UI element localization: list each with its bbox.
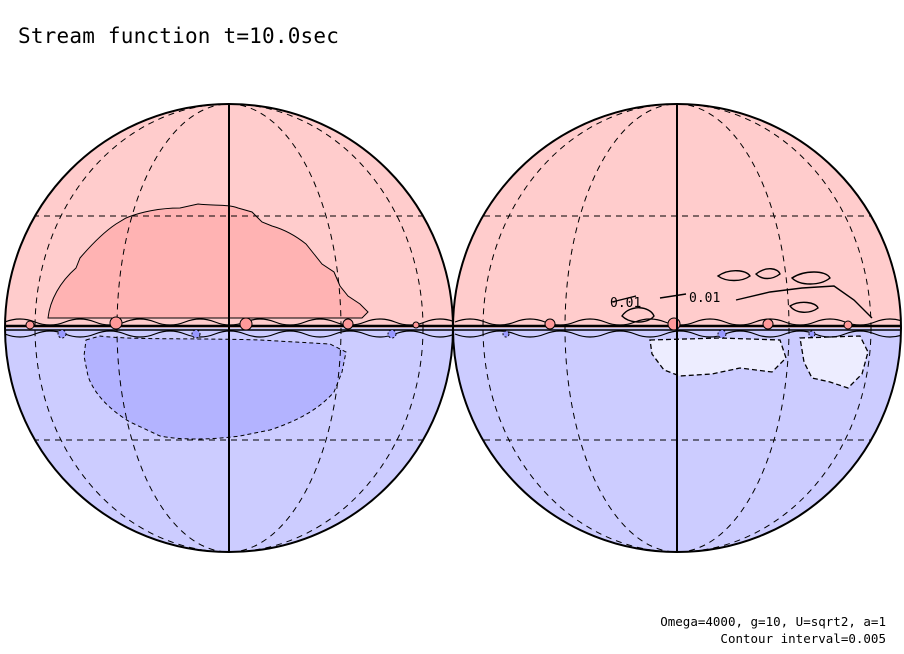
left-vortex bbox=[191, 329, 201, 339]
left-vortex bbox=[57, 329, 67, 339]
right-contour-line bbox=[790, 271, 831, 285]
right-vortex bbox=[717, 329, 727, 339]
left-vortex bbox=[387, 329, 397, 339]
left-hemisphere bbox=[5, 104, 453, 552]
right-weak-negative-contour bbox=[799, 335, 869, 389]
right-vortex bbox=[762, 318, 774, 330]
contour-label: 0.01 bbox=[689, 291, 720, 306]
right-vortex bbox=[667, 317, 681, 331]
right-weak-negative-contour bbox=[649, 337, 787, 377]
right-vortex bbox=[502, 330, 510, 338]
params-line-2: Contour interval=0.005 bbox=[720, 631, 886, 646]
right-vortex bbox=[808, 330, 816, 338]
right-vortex bbox=[544, 318, 556, 330]
right-vortex bbox=[843, 320, 853, 330]
right-contour-line bbox=[611, 285, 873, 319]
parameter-caption: Omega=4000, g=10, U=sqrt2, a=1 Contour i… bbox=[660, 613, 886, 647]
right-contour-line bbox=[716, 270, 751, 282]
contour-label: 0.01 bbox=[610, 296, 641, 311]
right-contour-line bbox=[788, 301, 819, 313]
params-line-1: Omega=4000, g=10, U=sqrt2, a=1 bbox=[660, 614, 886, 629]
left-vortex bbox=[412, 321, 420, 329]
left-negative-contour bbox=[83, 335, 347, 440]
right-contour-line bbox=[754, 268, 781, 280]
left-vortex bbox=[25, 320, 35, 330]
left-vortex bbox=[109, 316, 123, 330]
left-vortex bbox=[239, 317, 253, 331]
left-vortex bbox=[342, 318, 354, 330]
right-globe-outline bbox=[452, 103, 902, 553]
right-contour-line bbox=[621, 307, 655, 323]
plot-title: Stream function t=10.0sec bbox=[18, 24, 340, 48]
